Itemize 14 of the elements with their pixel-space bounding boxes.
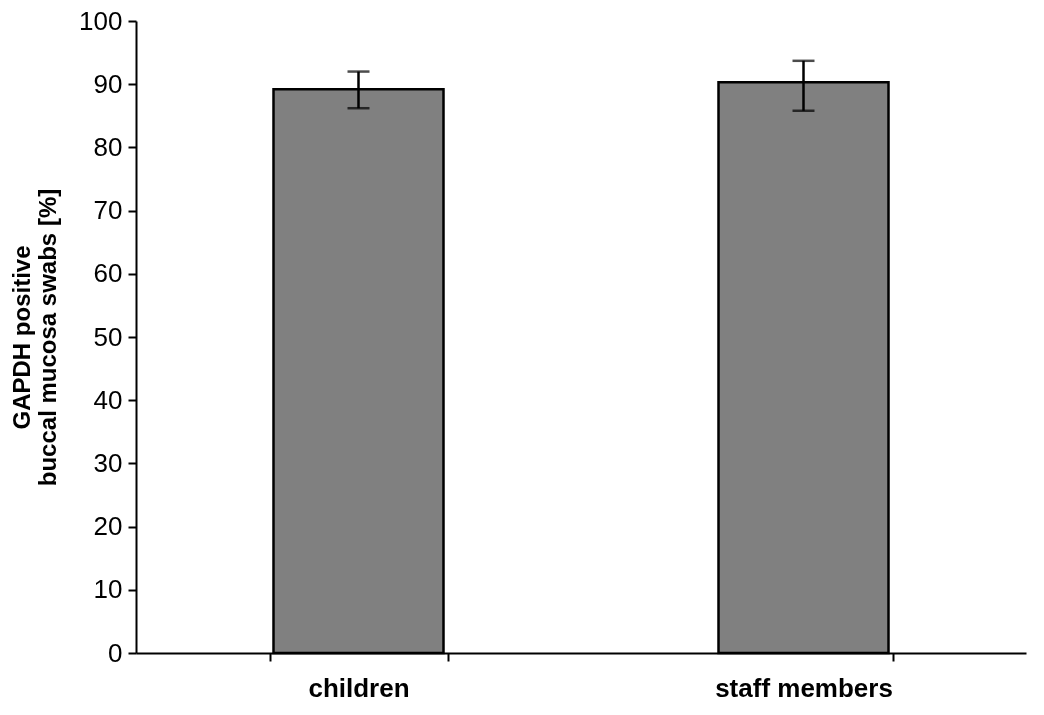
y-tick-label: 100 [79,5,123,36]
x-tick-label: children [308,672,410,703]
y-tick-label: 60 [93,258,123,289]
y-tick-label: 70 [93,195,123,226]
y-tick-label: 40 [93,384,123,415]
y-tick-label: 10 [93,574,123,605]
y-tick-label: 20 [93,511,123,542]
y-tick-label: 0 [108,637,123,668]
y-axis-title: GAPDH positive buccal mucosa swabs [%] [8,188,62,487]
y-tick-label: 50 [93,321,123,352]
y-tick-label: 90 [93,68,123,99]
x-tick-label: staff members [715,672,893,703]
y-tick-label: 30 [93,447,123,478]
y-tick-label: 80 [93,131,123,162]
